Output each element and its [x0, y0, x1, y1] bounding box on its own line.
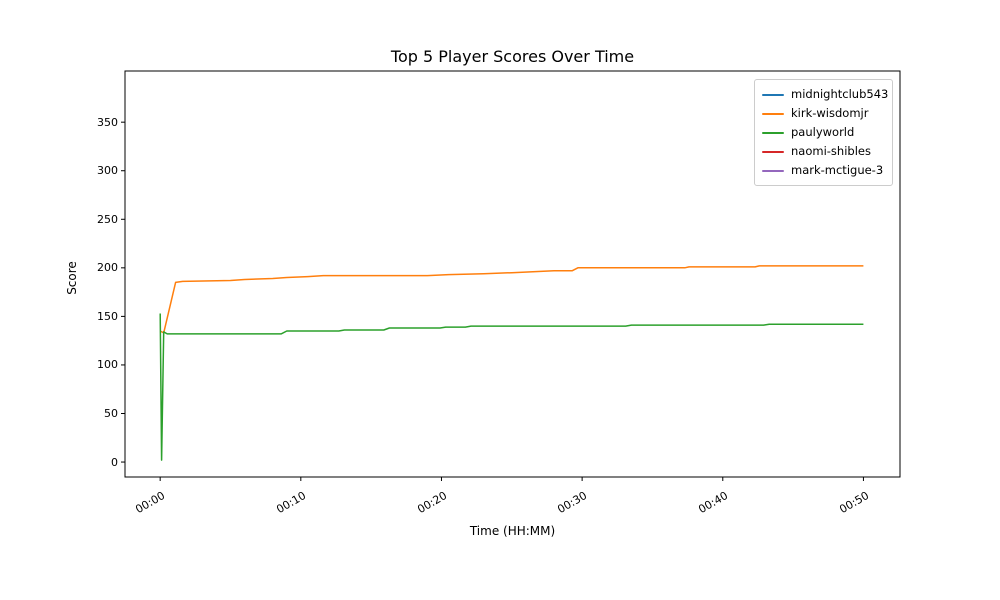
y-tick-label: 100	[97, 358, 118, 372]
chart-title: Top 5 Player Scores Over Time	[390, 47, 635, 66]
series-line-paulyworld	[159, 313, 864, 461]
legend-line-sample	[762, 112, 784, 115]
legend-label: kirk-wisdomjr	[791, 106, 869, 120]
legend-item: midnightclub543	[762, 85, 889, 104]
legend-item: kirk-wisdomjr	[762, 104, 885, 123]
legend-label: paulyworld	[791, 125, 855, 139]
y-tick-label: 0	[111, 455, 118, 469]
legend-label: mark-mctigue-3	[791, 163, 884, 177]
x-axis-label: Time (HH:MM)	[469, 524, 556, 538]
legend-label: midnightclub543	[791, 87, 889, 101]
legend-line-sample	[762, 93, 784, 96]
y-tick-label: 200	[97, 261, 118, 275]
y-tick-label: 150	[97, 309, 118, 323]
legend-item: paulyworld	[762, 123, 885, 142]
legend-line-sample	[762, 150, 784, 153]
plot-spines	[124, 70, 901, 478]
y-tick-label: 300	[97, 164, 118, 178]
y-tick-label: 250	[97, 212, 118, 226]
y-axis-label: Score	[65, 261, 79, 295]
legend-item: mark-mctigue-3	[762, 161, 885, 180]
legend-item: naomi-shibles	[762, 142, 885, 161]
y-tick-label: 350	[97, 115, 118, 129]
series-line-kirk-wisdomjr	[159, 265, 864, 334]
legend: midnightclub543 kirk-wisdomjr paulyworld na…	[754, 79, 893, 186]
y-tick-label: 50	[104, 406, 118, 420]
legend-line-sample	[762, 131, 784, 134]
legend-label: naomi-shibles	[791, 144, 871, 158]
legend-line-sample	[762, 169, 784, 172]
